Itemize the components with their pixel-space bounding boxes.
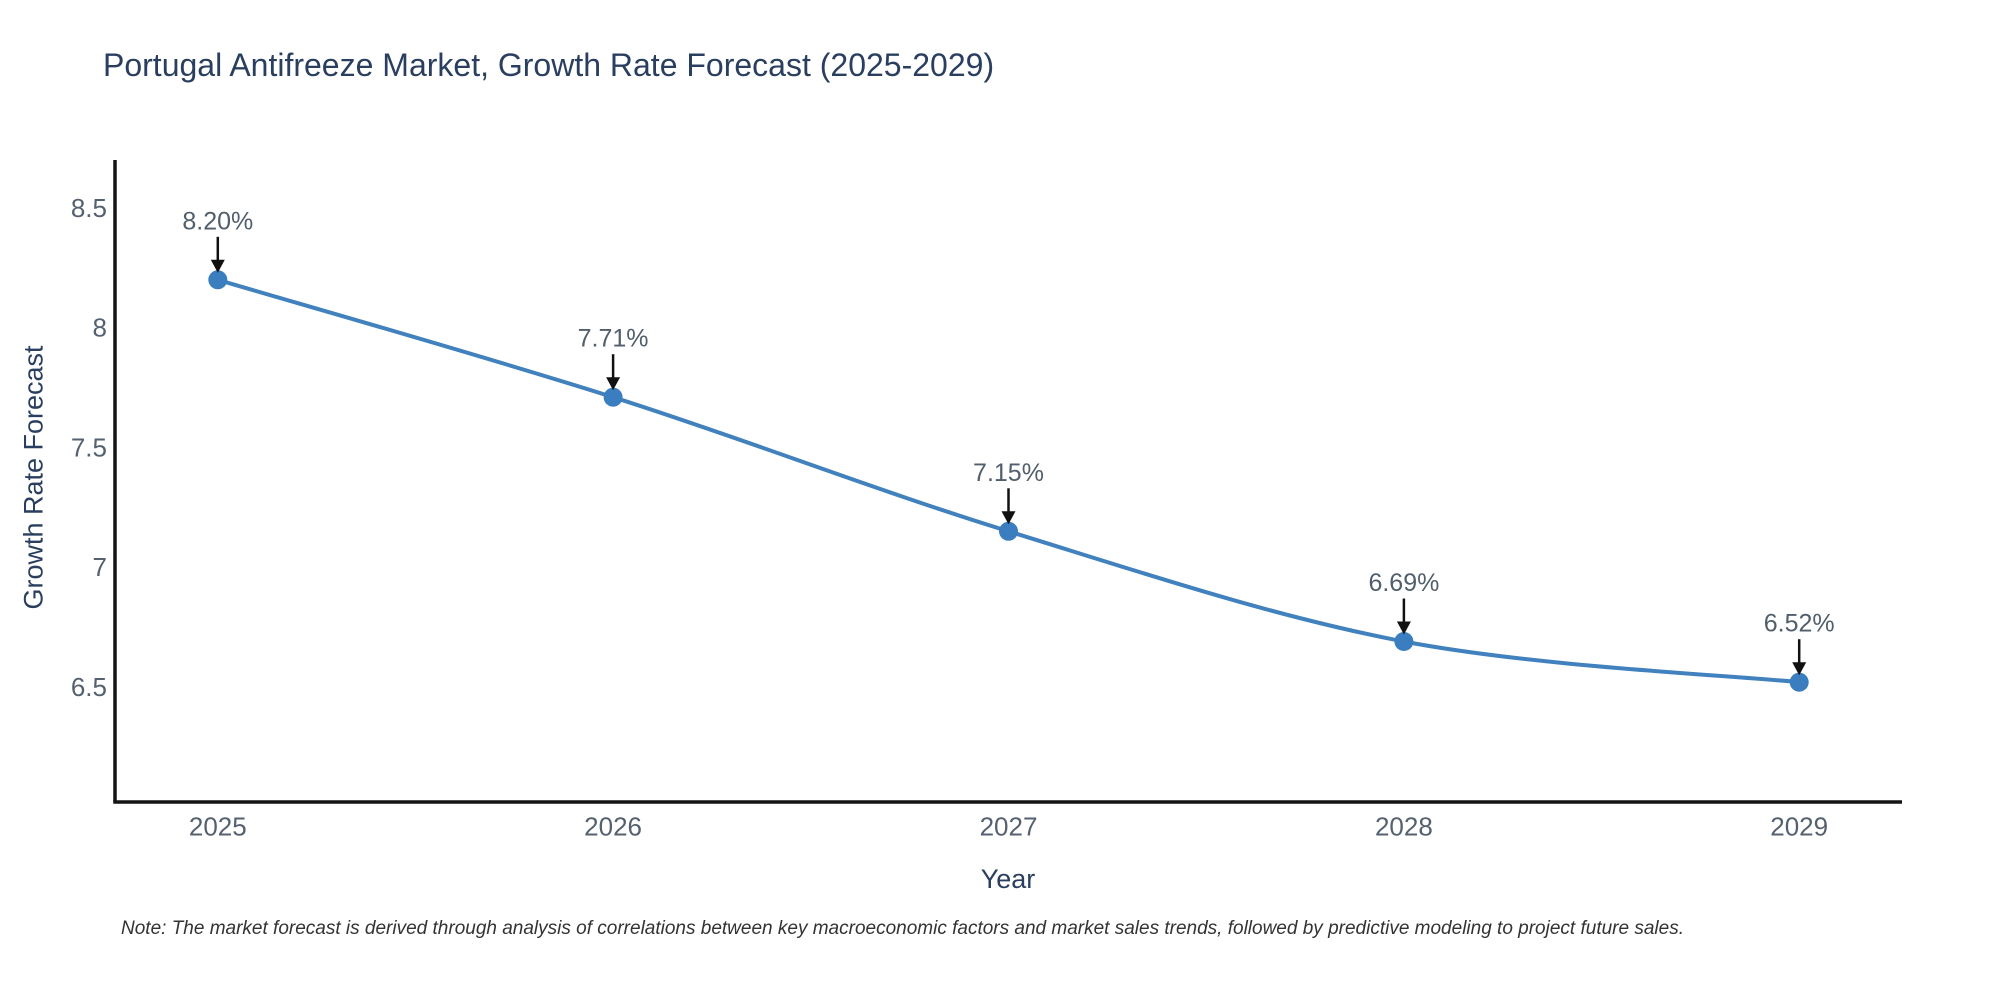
x-tick-label: 2026: [584, 812, 642, 842]
y-tick-label: 6.5: [71, 672, 107, 702]
y-tick-label: 8.5: [71, 193, 107, 223]
data-point-marker[interactable]: [999, 521, 1018, 541]
data-point-marker[interactable]: [1394, 632, 1414, 651]
data-point-marker[interactable]: [603, 387, 623, 407]
x-tick-label: 2025: [189, 812, 247, 842]
x-tick-label: 2028: [1375, 812, 1433, 842]
x-axis-title: Year: [980, 864, 1036, 894]
annotation-arrow-head: [1001, 511, 1016, 525]
x-tick-label: 2029: [1770, 812, 1828, 842]
data-point-label: 6.52%: [1764, 610, 1835, 638]
data-point-marker[interactable]: [1789, 672, 1809, 692]
annotation-arrow-head: [606, 377, 621, 391]
y-tick-label: 7.5: [71, 433, 107, 463]
data-point-marker[interactable]: [208, 270, 228, 290]
data-point-label: 7.15%: [973, 459, 1044, 487]
data-point-label: 8.20%: [182, 207, 253, 235]
footnote-text: Note: The market forecast is derived thr…: [121, 918, 1684, 939]
annotation-arrow-head: [1396, 621, 1411, 635]
y-tick-label: 7: [93, 552, 107, 582]
chart-title: Portugal Antifreeze Market, Growth Rate …: [103, 47, 995, 83]
annotation-arrow-head: [210, 259, 225, 273]
data-point-label: 6.69%: [1368, 569, 1439, 597]
y-tick-label: 8: [93, 313, 107, 343]
annotation-arrow-head: [1792, 662, 1807, 676]
data-point-label: 7.71%: [578, 325, 649, 353]
x-tick-label: 2027: [980, 812, 1038, 842]
